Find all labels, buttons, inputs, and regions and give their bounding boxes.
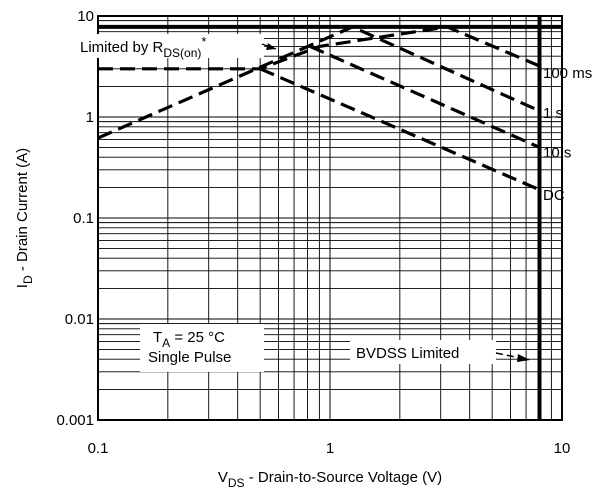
y-tick-label: 1 <box>86 109 94 126</box>
curve-1-s <box>97 25 541 140</box>
y-tick-label: 0.1 <box>73 210 94 227</box>
x-tick-label: 1 <box>326 440 334 457</box>
curves <box>97 25 541 192</box>
bvdss-pointer <box>495 352 521 359</box>
x-axis-title: VDS - Drain-to-Source Voltage (V) <box>218 469 442 489</box>
curve-label-dc: DC <box>543 187 565 204</box>
y-tick-labels: 0.001 0.01 0.1 1 10 <box>56 8 94 429</box>
conditions-label-bg <box>140 324 264 372</box>
bvdss-arrowhead <box>517 354 530 362</box>
x-tick-label: 0.1 <box>88 440 109 457</box>
curve-label-100-ms: 100 ms <box>543 65 592 82</box>
bvdss-label: BVDSS Limited <box>356 345 459 362</box>
curve-label-10-s: 10 s <box>543 144 571 161</box>
limited-by-label-bg <box>74 34 264 58</box>
curve-10-s <box>309 44 541 149</box>
curve-dc <box>259 67 541 192</box>
x-tick-labels: 0.1 1 10 <box>88 440 571 457</box>
limit-boundaries <box>98 16 562 420</box>
y-tick-label: 0.001 <box>56 412 94 429</box>
curve-label-1-s: 1 s <box>543 105 563 122</box>
limited-by-arrowhead <box>266 43 276 50</box>
limited-by-label: Limited by RDS(on)* <box>80 34 206 60</box>
single-pulse-label: Single Pulse <box>148 349 231 366</box>
plot-frame <box>97 15 563 421</box>
bvdss-label-bg <box>350 340 496 364</box>
y-axis-title: ID - Drain Current (A) <box>14 148 35 288</box>
ta-label: TA = 25 °C <box>153 329 225 350</box>
y-tick-label: 10 <box>77 8 94 25</box>
y-tick-label: 0.01 <box>65 311 94 328</box>
curve-labels: 100 ms 1 s 10 s DC <box>543 65 592 204</box>
curve-100-ms <box>98 25 541 71</box>
x-tick-label: 10 <box>554 440 571 457</box>
